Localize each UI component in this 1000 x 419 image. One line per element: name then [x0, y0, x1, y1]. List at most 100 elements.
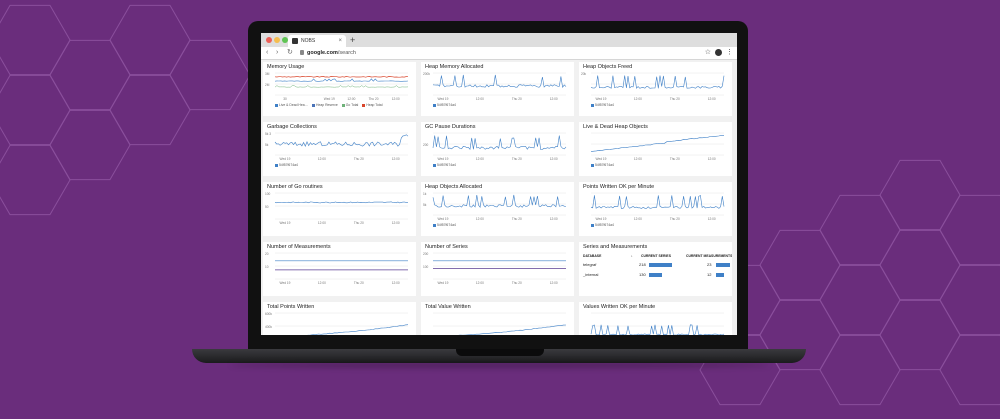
minimize-window-icon[interactable] [274, 37, 280, 43]
legend-label: 54f57f674a4 [279, 163, 298, 167]
browser-tab[interactable]: NOBS × [288, 35, 346, 47]
series-cell: 130 [639, 272, 646, 277]
x-tick-label: 12:00 [476, 281, 484, 285]
legend-swatch [312, 103, 316, 107]
url-field[interactable]: google.com/search [307, 47, 356, 59]
legend-swatch [591, 223, 594, 227]
y-tick-label: 20k [581, 72, 587, 76]
table-header[interactable]: CURRENT SERIES [641, 254, 671, 258]
legend-swatch [433, 223, 436, 227]
panel-5[interactable]: Live & Dead Heap Objects Wed 19 12:00 Thu 2… [579, 122, 732, 176]
legend-label: Heap Reserve [316, 103, 338, 107]
panel-6[interactable]: Number of Go routines 100 50 Wed 19 12:00 Thu… [263, 182, 416, 236]
forward-icon[interactable]: › [276, 49, 279, 56]
x-tick-label: 12:00 [634, 217, 642, 221]
table-row: telegraf 218 23 [583, 262, 732, 271]
panel-10[interactable]: Number of Series 200 100 Wed 19 12:00 Thu 20 1… [421, 242, 574, 296]
x-tick-label: Thu 20 [354, 281, 364, 285]
avatar[interactable] [715, 48, 722, 56]
tab-title: NOBS [301, 38, 316, 44]
back-icon[interactable]: ‹ [266, 49, 269, 56]
lock-icon [300, 50, 304, 55]
panel-4[interactable]: GC Pause Durations 200 Wed 19 12:00 Thu 20 12… [421, 122, 574, 176]
panel-7[interactable]: Heap Objects Allocated 1k 5k Wed 19 12:00 Thu… [421, 182, 574, 236]
x-tick-label: Wed 19 [438, 281, 449, 285]
tab-close-icon[interactable]: × [338, 38, 342, 44]
laptop-base [192, 349, 806, 363]
panel-3[interactable]: Garbage Collections 5k 3 5k Wed 19 12:00 Thu … [263, 122, 416, 176]
series-line-heap-total [274, 76, 409, 78]
series-cell: 218 [639, 262, 646, 267]
panel-title: Total Points Written [267, 304, 315, 310]
y-tick-label: 5k [423, 203, 427, 207]
table-header[interactable]: ↓ [631, 254, 633, 258]
panel-title: Number of Go routines [267, 184, 323, 190]
x-tick-label: 12:00 [392, 221, 400, 225]
legend-swatch [275, 103, 278, 107]
x-tick-label: Thu 20 [670, 97, 680, 101]
reload-icon[interactable]: ↻ [287, 49, 293, 56]
series-line [590, 324, 725, 335]
y-tick-label: 600k [265, 312, 272, 316]
x-tick-label: Wed 19 [596, 157, 607, 161]
x-tick-label: Thu 20 [354, 157, 364, 161]
hexagon-outline [819, 194, 901, 266]
x-tick-label: 12:00 [550, 97, 558, 101]
x-tick-label: Thu 20 [512, 157, 522, 161]
legend-label: 54f57f674a4 [595, 223, 614, 227]
panel-title: Memory Usage [267, 64, 305, 70]
x-tick-label: 12:00 [634, 97, 642, 101]
hexagon-outline [49, 109, 131, 181]
close-window-icon[interactable] [266, 37, 272, 43]
panel-0[interactable]: Memory Usage 3M 2M 30 Wed 19 12:00 Thu 20 12:00… [263, 62, 416, 116]
x-tick-label: 12:00 [476, 157, 484, 161]
y-tick-label: 200 [423, 252, 429, 256]
hexagon-outline [819, 264, 901, 336]
x-tick-label: 12:00 [392, 97, 400, 101]
series-bar [649, 263, 672, 267]
series-line [432, 135, 567, 151]
panel-9[interactable]: Number of Measurements 20 10 Wed 19 12:00 Thu… [263, 242, 416, 296]
legend-swatch [433, 163, 436, 167]
menu-icon[interactable]: ⋮ [726, 49, 733, 56]
table-row: _internal 130 12 [583, 272, 732, 281]
x-tick-label: Thu 20 [512, 217, 522, 221]
panel-legend: 54f57f674a4 [433, 103, 456, 107]
maximize-window-icon[interactable] [282, 37, 288, 43]
favicon-icon [292, 38, 298, 44]
panel-13[interactable]: Total Value Written [421, 302, 574, 335]
x-tick-label: Wed 19 [596, 97, 607, 101]
new-tab-button[interactable]: + [350, 35, 356, 45]
database-cell: telegraf [583, 262, 597, 267]
panel-legend: 54f57f674a4 [591, 223, 614, 227]
panel-8[interactable]: Points Written OK per Minute Wed 19 12:00 T… [579, 182, 732, 236]
x-tick-label: 12:00 [318, 157, 326, 161]
series-bar [649, 273, 663, 277]
panel-chart: 1k 5k Wed 19 12:00 Thu 20 12:00 [423, 192, 567, 221]
panel-title: Heap Objects Allocated [425, 184, 483, 190]
star-icon[interactable]: ☆ [704, 49, 711, 56]
table-header[interactable]: CURRENT MEASUREMENTS [686, 254, 732, 258]
hexagon-outline [49, 39, 131, 111]
series-line [274, 134, 409, 147]
series-line [432, 194, 567, 208]
panel-chart [433, 312, 567, 335]
x-tick-label: 12:00 [392, 281, 400, 285]
panel-title: Heap Objects Freed [583, 64, 633, 70]
panel-1[interactable]: Heap Memory Allocated 200k Wed 19 12:00 Thu … [421, 62, 574, 116]
legend-swatch [433, 103, 436, 107]
address-bar: ‹ › ↻ google.com/search ☆ ⋮ [261, 47, 737, 60]
panel-11[interactable]: Series and Measurements DATABASE ↓ CURRENT … [579, 242, 732, 296]
y-tick-label: 400k [265, 325, 272, 329]
panel-2[interactable]: Heap Objects Freed 20k Wed 19 12:00 Thu 20 12… [579, 62, 732, 116]
panel-chart: 100 50 Wed 19 12:00 Thu 20 12:00 [265, 192, 408, 225]
panel-legend: 54f57f674a4 [591, 163, 614, 167]
panel-chart: 5k 3 5k Wed 19 12:00 Thu 20 12:00 [265, 132, 409, 161]
hexagon-outline [879, 229, 961, 301]
measurements-cell: 23 [707, 262, 712, 267]
legend-label: Heap Total [366, 103, 383, 107]
panel-14[interactable]: Values Written OK per Minute [579, 302, 732, 335]
x-tick-label: 12:00 [347, 97, 355, 101]
panel-12[interactable]: Total Points Written 600k 400k [263, 302, 416, 335]
table-header[interactable]: DATABASE [583, 254, 602, 258]
